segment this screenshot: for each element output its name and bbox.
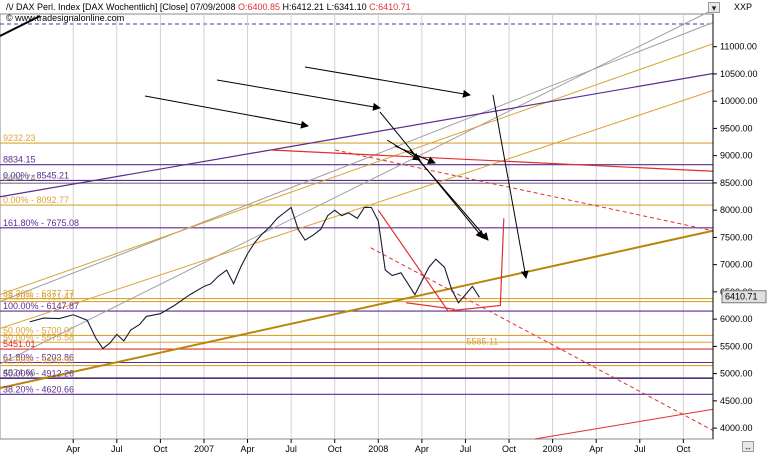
y-tick-label: 5500.00 [720,341,753,351]
level-label: 50.00% - 5575.58 [3,332,74,342]
trend-line [270,149,714,172]
x-tick-label: Jul [634,444,646,454]
trend-line [0,22,714,303]
trend-line [0,229,714,389]
stub-line [0,15,41,37]
chart-title-part: L:6341.10 [327,2,367,12]
chart-title-part: /\/ DAX Perl. Index [DAX Wochentlich] [C… [6,2,238,12]
projection-triangle [377,209,505,312]
level-label: 0.00% - 8545.21 [3,170,69,180]
x-tick-label: Apr [241,444,255,454]
level-label: 61.80% - 5148.50 [3,356,74,366]
y-tick-label: 9000.00 [720,151,753,161]
price-badge-label: 6410.71 [725,292,758,302]
level-label: 38.20% - 4620.66 [3,384,74,394]
y-tick-label: 11000.00 [720,42,757,52]
y-tick-label: 5000.00 [720,369,753,379]
x-tick-label: Apr [415,444,429,454]
y-tick-label: 4000.00 [720,423,753,433]
x-tick-label: Apr [589,444,603,454]
annotation-arrow [394,145,436,164]
y-tick-label: 6000.00 [720,314,753,324]
x-tick-label: Oct [676,444,691,454]
fibonacci-levels [0,142,713,395]
level-label: 38.20% - 6377.77 [3,289,74,299]
chart-menu-button[interactable]: ▾ [708,2,720,13]
watermark: © www.tradesignalonline.com [6,13,124,23]
annotation-arrow [144,95,309,129]
level-label: 50.00% - 4912.26 [3,368,74,378]
level-label: 0.00% - 8092.77 [3,195,69,205]
x-tick-label: Oct [153,444,168,454]
y-tick-label: 9500.00 [720,123,753,133]
plot-frame [0,13,714,440]
level-label: 100.00% - 6147.87 [3,301,79,311]
annotation-label: 5585.11 [466,337,498,347]
y-tick-label: 7500.00 [720,232,753,242]
price-series [29,206,480,350]
chart-header: /\/ DAX Perl. Index [DAX Wochentlich] [C… [6,2,752,23]
y-tick-label: 4500.00 [720,396,753,406]
x-tick-label: Jul [460,444,472,454]
y-tick-label: 8000.00 [720,205,753,215]
chart-title-part: C:6410.71 [369,2,411,12]
trend-line [335,149,714,232]
level-label: 161.80% - 7675.08 [3,218,79,228]
annotation-arrow [492,94,529,279]
trend-lines [0,9,714,440]
trend-line [534,408,714,440]
y-axis: 11000.00 10500.00 10000.00 9500.00 9000.00 85… [712,14,767,439]
level-label: 61.80% - 5203.86 [3,353,74,363]
annotation-arrow [409,149,489,241]
level-label: 8494.74 [3,173,36,183]
y-tick-label: 7000.00 [720,260,753,270]
trend-line [0,43,714,295]
resize-corner-icon[interactable]: ↔ [742,441,754,452]
symbol-code: XXP [734,2,752,12]
x-tick-label: Apr [66,444,80,454]
x-tick-label: 2009 [543,444,563,454]
chart-title: /\/ DAX Perl. Index [DAX Wochentlich] [C… [6,2,411,12]
trend-line [0,72,714,198]
level-label: 50.00% - 5700.00 [3,325,74,335]
x-axis: Apr Jul Oct 2007 Apr Jul Oct 2008 Apr Jul Oct 2009 A… [66,439,691,454]
projection-base [406,302,456,310]
chart-title-part: H:6412.21 [283,2,325,12]
level-label: 9232.23 [3,133,36,143]
x-tick-label: Oct [502,444,517,454]
level-label: 8834.15 [3,155,36,165]
x-tick-label: 2008 [368,444,388,454]
x-tick-label: Jul [111,444,123,454]
level-label: 38.20% - 6321.47 [3,292,74,302]
grid-lines [0,13,714,440]
price-line [29,206,480,350]
level-label: 4924.66 [3,368,36,378]
trend-line [0,90,714,329]
y-tick-label: 10500.00 [720,69,758,79]
chart-title-part: O:6400.85 [238,2,280,12]
x-tick-label: 2007 [194,444,214,454]
trend-line [370,247,714,431]
annotation-arrows [0,15,529,279]
annotation-arrow [216,79,381,111]
x-tick-label: Jul [285,444,297,454]
annotation-arrow [304,66,471,98]
level-label: 5451.01 [3,339,36,349]
y-tick-label: 10000.00 [720,96,758,106]
price-badge [721,290,767,304]
x-tick-label: Oct [328,444,343,454]
y-tick-label: 8500.00 [720,178,753,188]
